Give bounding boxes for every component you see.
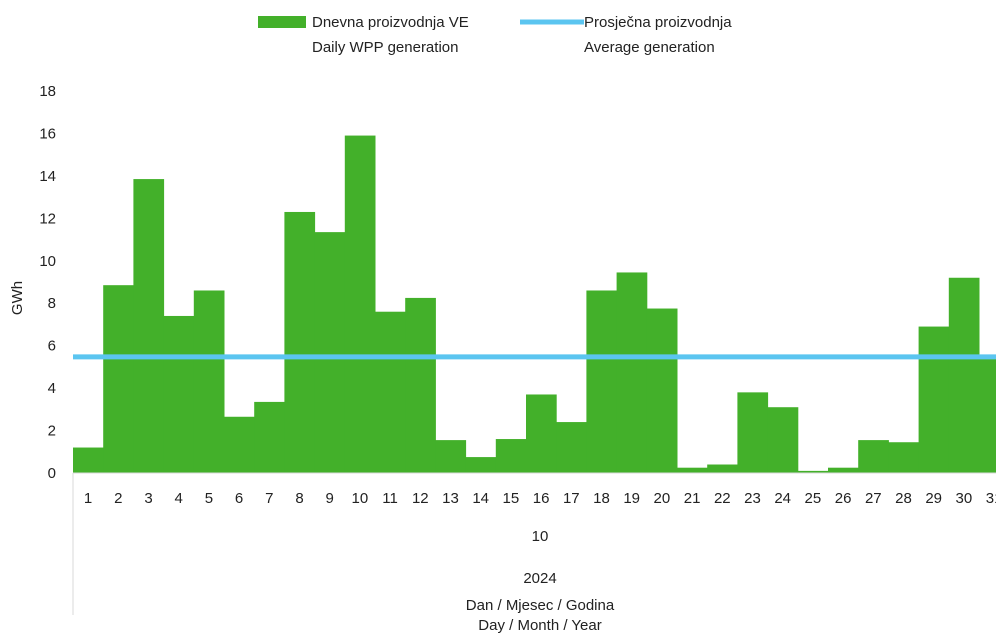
bar-day-16 <box>526 394 557 473</box>
x-tick-label: 9 <box>326 490 334 507</box>
x-tick-label: 26 <box>835 490 852 507</box>
bar-day-31 <box>979 357 996 473</box>
y-tick-label: 4 <box>48 380 56 397</box>
legend-bar-label-en: Daily WPP generation <box>312 39 458 56</box>
bar-day-26 <box>828 467 859 473</box>
bar-day-11 <box>375 311 406 473</box>
y-tick-label: 0 <box>48 465 56 482</box>
x-tick-label: 11 <box>382 490 398 507</box>
y-tick-label: 8 <box>48 295 56 312</box>
y-tick-label: 18 <box>39 83 56 100</box>
bar-day-19 <box>616 272 648 473</box>
bar-day-30 <box>948 277 980 473</box>
bar-day-9 <box>314 232 346 473</box>
bar-day-7 <box>254 401 285 473</box>
y-tick-label: 6 <box>48 338 56 355</box>
legend: Dnevna proizvodnja VE Daily WPP generati… <box>258 14 732 56</box>
y-tick-label: 2 <box>48 423 56 440</box>
x-tick-label: 31 <box>986 490 996 507</box>
y-axis-title: GWh <box>9 281 26 315</box>
x-tick-label: 2 <box>114 490 122 507</box>
y-tick-label: 12 <box>39 210 56 227</box>
x-tick-label: 21 <box>684 490 701 507</box>
bar-day-8 <box>284 211 316 473</box>
x-tick-label: 3 <box>144 490 152 507</box>
x-axis-title-en: Day / Month / Year <box>478 617 601 634</box>
x-axis-month-label: 10 <box>532 528 549 545</box>
x-tick-label: 4 <box>175 490 183 507</box>
x-tick-label: 22 <box>714 490 731 507</box>
bar-day-29 <box>918 326 950 473</box>
x-tick-label: 13 <box>442 490 459 507</box>
bar-day-14 <box>465 457 497 473</box>
x-tick-label: 16 <box>533 490 550 507</box>
x-tick-label: 6 <box>235 490 243 507</box>
bar-day-25 <box>797 470 829 473</box>
x-tick-label: 23 <box>744 490 761 507</box>
bar-day-28 <box>888 442 920 473</box>
x-axis-title-hr: Dan / Mjesec / Godina <box>466 597 615 614</box>
bar-day-2 <box>103 285 134 473</box>
bar-day-21 <box>677 467 708 473</box>
bar-day-12 <box>405 297 436 473</box>
legend-bar-label-hr: Dnevna proizvodnja VE <box>312 14 469 31</box>
bar-day-27 <box>858 440 889 473</box>
x-tick-label: 14 <box>472 490 489 507</box>
bar-day-10 <box>344 135 376 474</box>
bar-day-6 <box>224 416 255 473</box>
y-tick-label: 16 <box>39 125 56 142</box>
y-axis-ticks: 0 2 4 6 8 10 12 14 16 18 <box>39 83 56 482</box>
bar-day-3 <box>133 179 165 474</box>
legend-bar-swatch <box>258 16 306 28</box>
x-tick-label: 7 <box>265 490 273 507</box>
bar-day-20 <box>646 308 678 473</box>
bar-day-24 <box>767 407 799 473</box>
bar-day-22 <box>707 464 738 473</box>
x-tick-label: 20 <box>654 490 671 507</box>
bar-day-17 <box>556 422 587 473</box>
x-tick-label: 24 <box>774 490 791 507</box>
bar-day-13 <box>435 440 467 473</box>
bars <box>73 135 996 474</box>
x-tick-label: 28 <box>895 490 912 507</box>
bar-day-15 <box>495 439 527 473</box>
x-tick-label: 29 <box>925 490 942 507</box>
x-tick-label: 27 <box>865 490 882 507</box>
legend-line-label-en: Average generation <box>584 39 715 56</box>
x-tick-label: 17 <box>563 490 580 507</box>
x-axis-year-label: 2024 <box>523 570 556 587</box>
y-tick-label: 10 <box>39 253 56 270</box>
bar-day-5 <box>193 290 225 473</box>
bar-day-18 <box>586 290 618 473</box>
x-tick-label: 18 <box>593 490 610 507</box>
x-tick-label: 10 <box>352 490 369 507</box>
bar-day-1 <box>73 447 104 473</box>
y-tick-label: 14 <box>39 168 56 185</box>
x-tick-label: 5 <box>205 490 213 507</box>
bar-day-4 <box>163 315 195 473</box>
x-tick-label: 25 <box>805 490 822 507</box>
x-axis-day-labels: 1 2 3 4 5 6 7 8 9 10 11 12 13 14 15 16 17 18 19 20 21 22 23 24 2… <box>84 490 996 507</box>
legend-line-label-hr: Prosječna proizvodnja <box>584 14 732 31</box>
x-tick-label: 8 <box>295 490 303 507</box>
x-tick-label: 1 <box>84 490 92 507</box>
bar-day-23 <box>737 392 769 473</box>
x-tick-label: 30 <box>956 490 973 507</box>
x-tick-label: 19 <box>623 490 640 507</box>
x-tick-label: 12 <box>412 490 429 507</box>
x-tick-label: 15 <box>503 490 520 507</box>
